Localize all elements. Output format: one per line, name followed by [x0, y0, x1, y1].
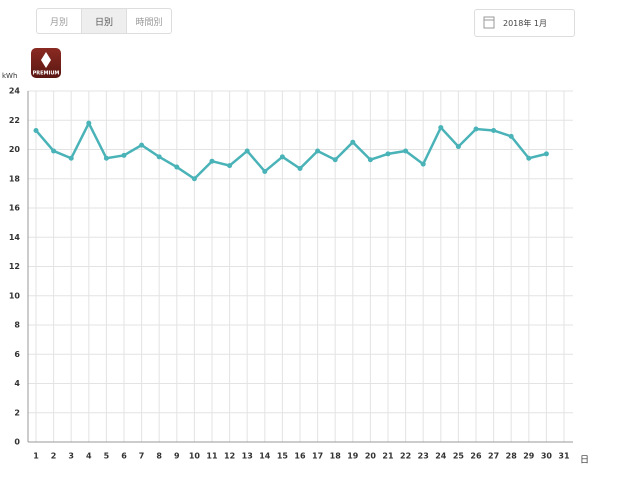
x-tick-label: 3	[68, 452, 74, 461]
x-tick-label: 11	[206, 452, 218, 461]
x-tick-label: 27	[488, 452, 499, 461]
x-tick-label: 7	[139, 452, 145, 461]
x-tick-label: 18	[330, 452, 342, 461]
point	[262, 168, 268, 174]
tab-daily[interactable]: 日別	[82, 9, 127, 33]
y-tick-label: 6	[14, 350, 20, 359]
x-tick-label: 21	[382, 452, 394, 461]
y-tick-label: 14	[9, 233, 21, 242]
point	[121, 152, 127, 158]
point	[473, 126, 479, 132]
x-tick-label: 10	[189, 452, 201, 461]
point	[51, 148, 57, 154]
x-tick-label: 20	[365, 452, 377, 461]
x-tick-label: 24	[435, 452, 447, 461]
point	[350, 139, 356, 145]
y-tick-label: 0	[14, 438, 20, 447]
x-tick-label: 17	[312, 452, 323, 461]
x-axis-label: 日	[580, 455, 589, 466]
badge-icon: PREMIUM	[33, 52, 60, 77]
x-tick-label: 16	[294, 452, 306, 461]
x-tick-label: 30	[541, 452, 553, 461]
point	[33, 127, 39, 133]
y-tick-label: 8	[14, 321, 20, 330]
y-tick-label: 18	[9, 174, 21, 183]
point	[139, 142, 145, 148]
y-tick-label: 12	[9, 262, 20, 271]
point	[209, 158, 215, 164]
tab-monthly[interactable]: 月別	[37, 9, 82, 33]
x-tick-label: 19	[347, 452, 359, 461]
date-picker[interactable]: 2018年 1月	[474, 9, 575, 37]
x-tick-label: 12	[224, 452, 235, 461]
x-tick-label: 31	[558, 452, 570, 461]
tab-group: 月別 日別 時間別	[36, 8, 172, 34]
y-tick-label: 20	[9, 145, 21, 154]
y-tick-label: 10	[9, 291, 21, 300]
premium-badge: PREMIUM	[31, 48, 61, 78]
point	[543, 151, 549, 157]
x-tick-label: 29	[523, 452, 535, 461]
point	[403, 148, 409, 154]
y-tick-label: 24	[9, 87, 21, 96]
point	[455, 144, 461, 150]
calendar-icon	[483, 16, 495, 29]
x-tick-label: 1	[33, 452, 39, 461]
point	[297, 166, 303, 172]
x-tick-label: 9	[174, 452, 180, 461]
line	[35, 120, 547, 181]
x-tick-label: 4	[86, 452, 92, 461]
x-tick-label: 25	[453, 452, 465, 461]
x-tick-label: 5	[104, 452, 110, 461]
badge-label: PREMIUM	[33, 71, 60, 77]
x-tick-label: 22	[400, 452, 411, 461]
y-tick-label: 16	[9, 204, 21, 213]
point	[367, 157, 373, 163]
point	[191, 176, 197, 182]
tab-hourly[interactable]: 時間別	[135, 17, 163, 28]
x-tick-label: 26	[470, 452, 482, 461]
point	[508, 133, 514, 139]
x-tick-label: 15	[277, 452, 289, 461]
x-tick-label: 28	[506, 452, 518, 461]
y-axis-label: kWh	[2, 72, 17, 80]
x-tick-label: 2	[51, 452, 57, 461]
point	[86, 120, 92, 126]
x-tick-label: 23	[418, 452, 429, 461]
x-tick-label: 6	[121, 452, 127, 461]
point	[68, 155, 74, 161]
point	[420, 161, 426, 167]
point	[491, 127, 497, 133]
point	[227, 163, 233, 169]
point	[244, 148, 250, 154]
date-label: 2018年 1月	[503, 18, 547, 28]
x-tick-label: 8	[156, 452, 162, 461]
point	[156, 154, 162, 160]
point	[438, 125, 444, 131]
y-tick-label: 2	[14, 408, 20, 417]
y-tick-label: 22	[9, 116, 20, 125]
x-tick-label: 14	[259, 452, 271, 461]
x-tick-label: 13	[242, 452, 253, 461]
point	[279, 154, 285, 160]
point	[103, 155, 109, 161]
point	[526, 155, 532, 161]
point	[174, 164, 180, 170]
y-tick-label: 4	[14, 379, 20, 388]
point	[332, 157, 338, 163]
point	[315, 148, 321, 154]
point	[385, 151, 391, 157]
